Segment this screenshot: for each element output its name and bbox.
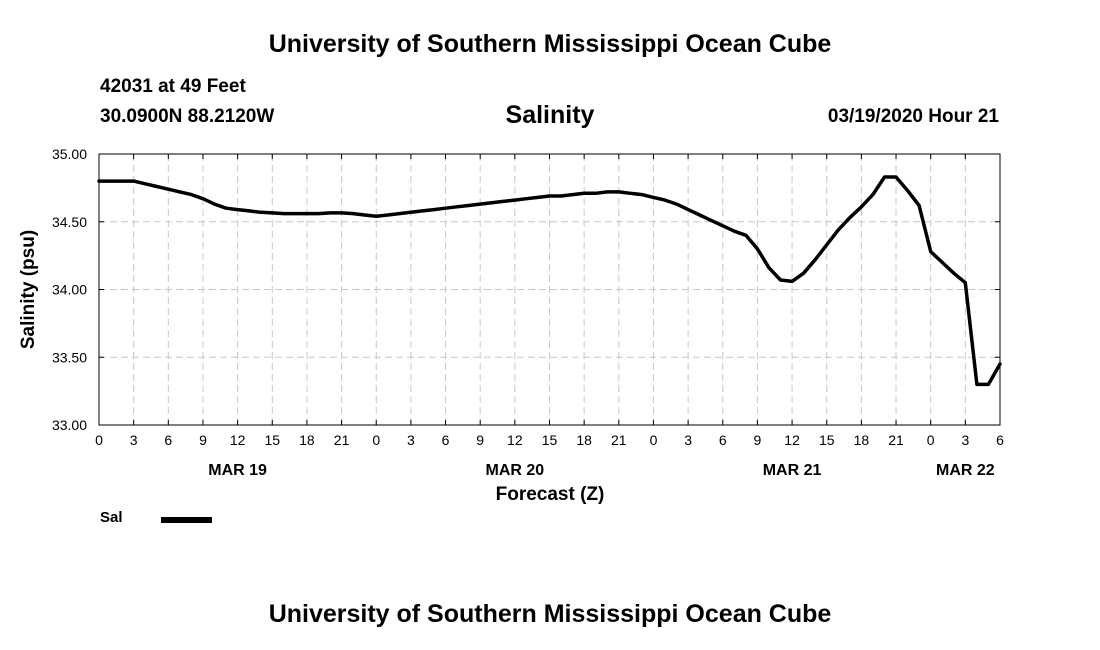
x-tick-label: 18 [299, 432, 315, 448]
x-tick-label: 18 [576, 432, 592, 448]
x-tick-label: 3 [130, 432, 138, 448]
x-tick-label: 21 [334, 432, 350, 448]
x-tick-label: 3 [684, 432, 692, 448]
y-tick-label: 33.50 [52, 349, 87, 365]
y-tick-label: 35.00 [52, 146, 87, 162]
x-tick-label: 6 [996, 432, 1004, 448]
forecast-datetime: 03/19/2020 Hour 21 [827, 106, 999, 127]
x-tick-label: 15 [542, 432, 558, 448]
x-tick-label: 12 [507, 432, 523, 448]
y-tick-label: 33.00 [52, 417, 87, 433]
axis-tick-labels: 0 3 6 9 12 15 18 21 0 3 6 9 12 15 18 21 0 3 6 9 12 15 18 21 0 3 6 3… [52, 146, 1004, 479]
x-tick-label: 0 [650, 432, 658, 448]
x-tick-label: 15 [264, 432, 280, 448]
series-layer [97, 175, 1002, 387]
day-label: MAR 21 [763, 462, 822, 479]
chart-title: Salinity [505, 101, 595, 129]
coordinates-label: 30.0900N 88.2120W [100, 106, 275, 127]
y-axis-label: Salinity (psu) [18, 230, 39, 349]
series-line-salinity [97, 175, 1002, 387]
x-tick-label: 15 [819, 432, 835, 448]
x-tick-label: 6 [164, 432, 172, 448]
x-tick-label: 21 [888, 432, 904, 448]
day-label: MAR 19 [208, 462, 267, 479]
day-label: MAR 22 [936, 462, 995, 479]
legend-swatch [161, 517, 212, 523]
x-tick-label: 0 [372, 432, 380, 448]
y-tick-label: 34.50 [52, 214, 87, 230]
x-tick-label: 0 [95, 432, 103, 448]
footer-title: University of Southern Mississippi Ocean… [268, 600, 832, 628]
plot-frame [98, 153, 1001, 426]
day-label: MAR 20 [486, 462, 545, 479]
x-tick-label: 3 [407, 432, 415, 448]
x-tick-label: 12 [230, 432, 246, 448]
x-axis-label: Forecast (Z) [496, 484, 605, 505]
x-tick-label: 9 [754, 432, 762, 448]
y-tick-label: 34.00 [52, 282, 87, 298]
x-tick-label: 9 [476, 432, 484, 448]
station-label: 42031 at 49 Feet [100, 76, 246, 97]
x-tick-label: 9 [199, 432, 207, 448]
x-tick-label: 18 [854, 432, 870, 448]
x-tick-label: 6 [442, 432, 450, 448]
x-tick-label: 12 [784, 432, 800, 448]
legend-label: Sal [100, 509, 123, 526]
x-tick-label: 21 [611, 432, 627, 448]
x-tick-label: 0 [927, 432, 935, 448]
header-title: University of Southern Mississippi Ocean… [268, 30, 832, 58]
x-tick-label: 3 [961, 432, 969, 448]
x-tick-label: 6 [719, 432, 727, 448]
